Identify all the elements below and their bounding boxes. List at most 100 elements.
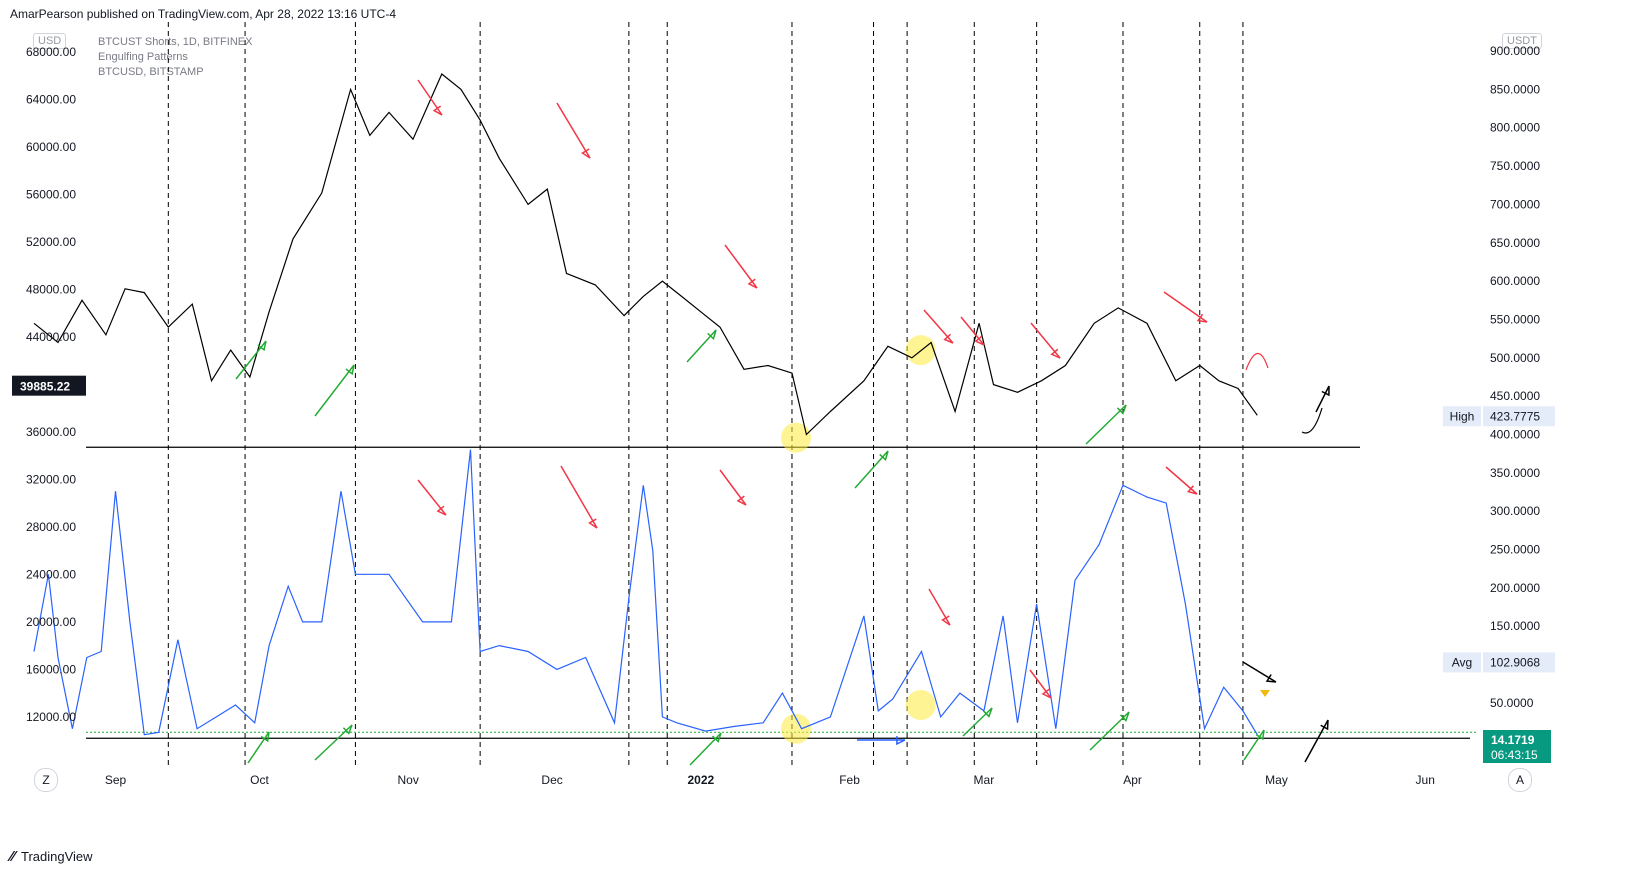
tradingview-logo-icon: ⁄⁄	[10, 848, 16, 865]
x-axis-tick-label: Dec	[541, 773, 562, 787]
left-axis-tick-label: 64000.00	[26, 92, 76, 106]
red-down-arrow	[1030, 322, 1061, 359]
price-label-value-bg	[1483, 406, 1555, 427]
highlight-marker	[780, 422, 811, 453]
green-up-arrow-head	[260, 731, 270, 743]
right-axis-tick-label: 900.0000	[1490, 44, 1540, 58]
left-axis-tick-label: 56000.00	[26, 187, 76, 201]
red-down-arrow	[1165, 466, 1198, 495]
green-up-arrow-head	[879, 450, 889, 462]
left-axis-tick-label: 24000.00	[26, 567, 76, 581]
right-axis-tick-label: 750.0000	[1490, 159, 1540, 173]
green-up-arrow-head	[1116, 404, 1127, 415]
right-axis-tick-label: 150.0000	[1490, 619, 1540, 633]
red-down-arrow	[719, 469, 747, 506]
price-label-name-bg	[1443, 652, 1481, 673]
red-down-arrow	[417, 479, 447, 516]
red-down-arrow-head	[432, 105, 443, 116]
left-axis-tick-label: 28000.00	[26, 520, 76, 534]
red-down-arrow	[724, 244, 758, 289]
auto-scale-button[interactable]: A	[1508, 768, 1532, 792]
right-axis-tick-label: 450.0000	[1490, 389, 1540, 403]
green-up-arrow	[686, 329, 717, 363]
green-up-arrow-head	[257, 340, 267, 352]
x-axis-tick-label: Apr	[1123, 773, 1142, 787]
green-up-arrow	[1085, 404, 1127, 445]
x-axis-tick-label: Sep	[105, 773, 127, 787]
publisher-header: AmarPearson published on TradingView.com…	[10, 7, 397, 21]
green-up-arrow-head	[1255, 729, 1265, 741]
red-down-arrow-head	[747, 278, 758, 289]
black-down-arrow-head	[1265, 674, 1277, 683]
price-label-value: 102.9068	[1490, 655, 1540, 669]
right-axis-tick-label: 400.0000	[1490, 427, 1540, 441]
legend-item-engulfing[interactable]: Engulfing Patterns	[98, 51, 188, 63]
blue-right-arrow-head	[896, 736, 906, 746]
green-up-arrow	[247, 731, 270, 764]
left-axis-tick-label: 52000.00	[26, 235, 76, 249]
red-down-arrow-head	[581, 148, 591, 159]
right-axis-tick-label: 550.0000	[1490, 312, 1540, 326]
black-down-arrow	[1242, 661, 1277, 683]
red-down-arrow	[923, 309, 954, 344]
right-axis-tick-label: 200.0000	[1490, 581, 1540, 595]
green-up-arrow	[962, 707, 993, 737]
red-down-arrow-head	[436, 505, 447, 516]
left-axis-tick-label: 36000.00	[26, 425, 76, 439]
price-label-value: 423.7775	[1490, 409, 1540, 423]
right-axis-tick-label: 650.0000	[1490, 236, 1540, 250]
legend-item-shorts[interactable]: BTCUST Shorts, 1D, BITFINEX	[98, 36, 253, 48]
red-down-arrow-head	[588, 518, 598, 529]
btcusd-price-line	[33, 73, 1258, 436]
left-axis-tick-label: 68000.00	[26, 45, 76, 59]
footer-brand: ⁄⁄ TradingView	[10, 848, 93, 865]
left-axis-tick-label: 16000.00	[26, 662, 76, 676]
red-down-arrow	[960, 316, 985, 346]
x-axis-tick-label: Mar	[974, 773, 995, 787]
left-price-tag-label: 39885.22	[20, 380, 70, 394]
projection-arrow	[1315, 385, 1330, 413]
price-label-name: High	[1450, 409, 1475, 423]
black-up-arrow-head	[1320, 719, 1329, 731]
left-currency-badge[interactable]: USD	[33, 33, 67, 49]
projection-arrow-head	[1321, 385, 1330, 397]
right-currency-badge[interactable]: USDT	[1502, 33, 1542, 49]
red-down-arrow-head	[736, 495, 747, 506]
left-price-tag-bg	[12, 375, 86, 396]
legend-item-btcusd[interactable]: BTCUSD, BITSTAMP	[98, 66, 204, 78]
x-axis-tick-label: Nov	[398, 773, 419, 787]
left-axis-tick-label: 32000.00	[26, 472, 76, 486]
shorts-line	[33, 449, 1258, 736]
price-label-value-bg	[1483, 652, 1555, 673]
red-curve-arrow	[1245, 352, 1269, 371]
price-label-name-bg	[1443, 406, 1481, 427]
green-up-arrow-head	[712, 732, 722, 743]
left-axis-tick-label: 60000.00	[26, 140, 76, 154]
x-axis-tick-label: Jun	[1416, 773, 1435, 787]
x-axis-tick-label: Feb	[839, 773, 860, 787]
highlight-marker	[905, 689, 936, 720]
red-down-arrow-head	[1186, 485, 1198, 495]
black-up-arrow	[1304, 719, 1329, 763]
right-axis-tick-label: 350.0000	[1490, 466, 1540, 480]
left-axis-tick-label: 44000.00	[26, 330, 76, 344]
red-down-arrow	[417, 79, 443, 116]
green-up-arrow-head	[982, 707, 993, 718]
red-down-arrow-head	[974, 335, 985, 346]
x-axis-tick-label: 2022	[687, 773, 714, 787]
red-down-arrow-head	[1050, 348, 1061, 359]
projection-curve	[1301, 407, 1323, 434]
price-label-name: Avg	[1452, 655, 1472, 669]
x-axis-tick-label: May	[1265, 773, 1288, 787]
red-down-arrow	[556, 102, 591, 159]
last-value-label: 14.1719	[1491, 733, 1535, 747]
right-axis-tick-label: 300.0000	[1490, 504, 1540, 518]
footer-brand-label: TradingView	[21, 849, 93, 864]
right-axis-tick-label: 850.0000	[1490, 82, 1540, 96]
left-axis-scale-button[interactable]: Z	[34, 768, 58, 792]
right-axis-tick-label: 600.0000	[1490, 274, 1540, 288]
green-up-arrow-head	[707, 329, 717, 340]
left-axis-tick-label: 20000.00	[26, 615, 76, 629]
green-up-arrow	[314, 364, 355, 417]
